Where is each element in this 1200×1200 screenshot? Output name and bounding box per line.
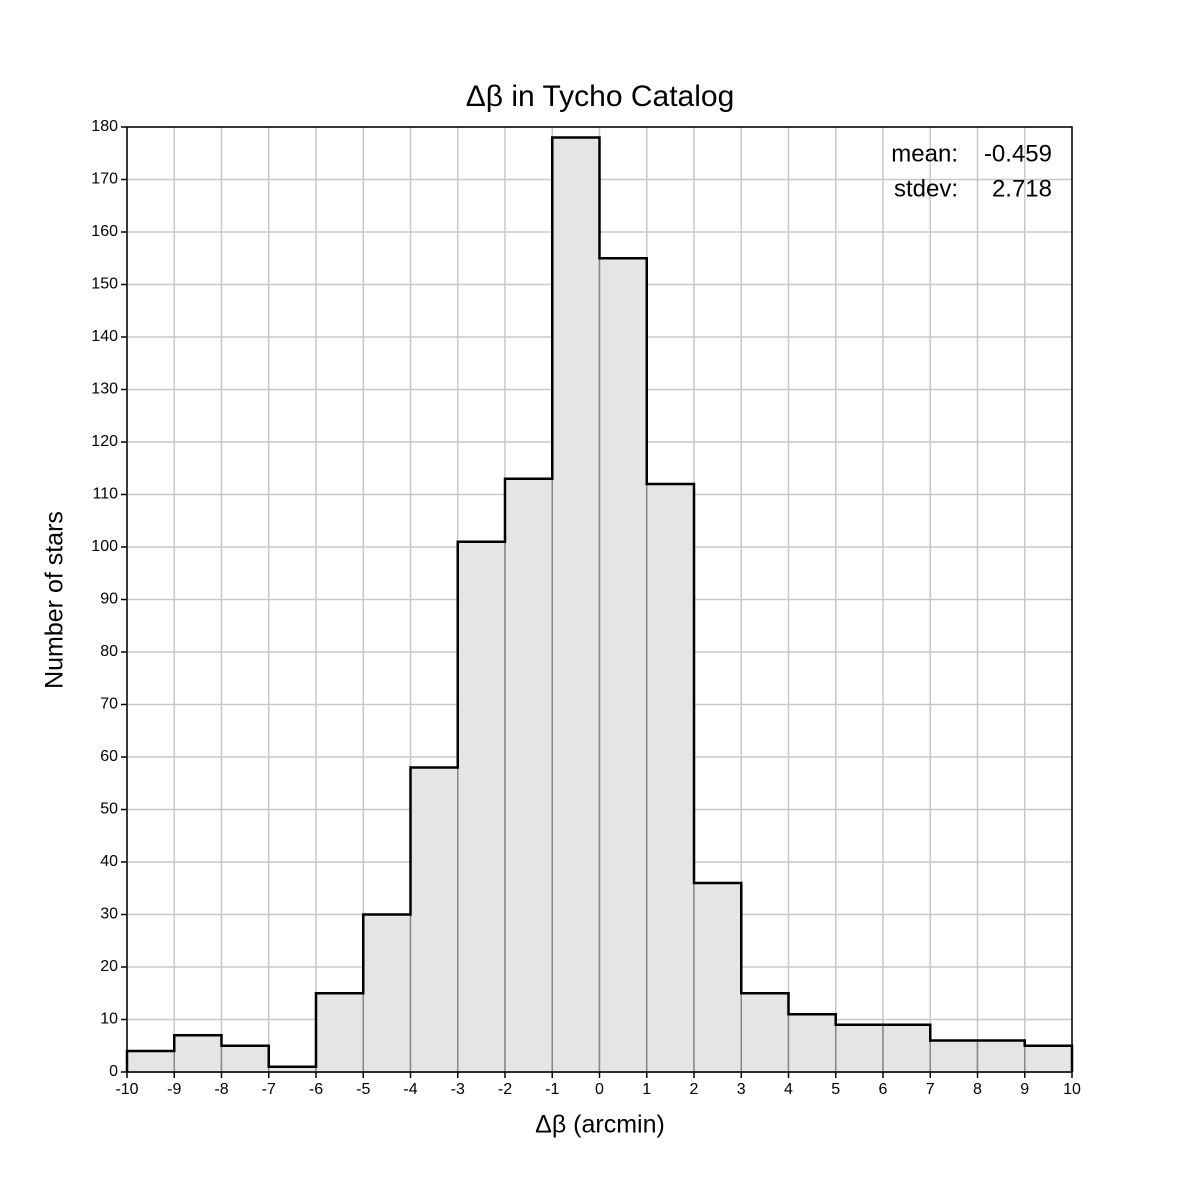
x-tick-label: -10 [115,1081,138,1098]
y-tick-label: 100 [91,538,118,555]
y-tick-label: 90 [100,591,118,608]
x-tick-label: 1 [642,1081,651,1098]
y-tick-label: 160 [91,223,118,240]
bar [598,257,648,1073]
y-tick-label: 80 [100,643,118,660]
bar [835,1024,884,1073]
bar [457,541,506,1073]
histogram-outline [125,136,1074,1072]
x-tick-label: 6 [879,1081,888,1098]
bar [882,1024,931,1073]
y-tick-label: 150 [91,276,118,293]
plot-frame [126,126,1073,1073]
y-tick-label: 20 [100,958,118,975]
y-tick-label: 110 [92,486,118,503]
y-tick-label: 40 [100,853,118,870]
y-tick-label: 120 [91,433,118,450]
x-tick-label: 0 [595,1081,604,1098]
bar [976,1039,1026,1073]
annotation-label: mean: [891,140,958,167]
bar [1024,1045,1073,1073]
y-tick-label: 140 [91,328,118,345]
bar [787,1013,837,1073]
bar [504,478,553,1073]
y-tick-label: 180 [91,118,118,135]
annotation-label: stdev: [894,175,958,202]
bar [409,766,459,1073]
chart-title: Δβ in Tycho Catalog [466,80,735,113]
x-tick-label: 5 [831,1081,840,1098]
x-tick-label: 7 [926,1081,935,1098]
y-tick-label: 0 [109,1063,118,1080]
annotation-value: -0.459 [984,140,1052,167]
x-tick-label: -9 [167,1081,181,1098]
x-tick-label: 3 [737,1081,746,1098]
x-tick-label: -1 [545,1081,559,1098]
x-tick-label: 10 [1063,1081,1081,1098]
y-tick-label: 60 [100,748,118,765]
x-tick-label: 2 [690,1081,699,1098]
x-tick-label: -7 [262,1081,276,1098]
bar [646,483,695,1073]
x-tick-label: -3 [451,1081,465,1098]
y-tick-label: 50 [100,801,118,818]
bar [173,1034,223,1073]
x-tick-label: -6 [309,1081,323,1098]
bar [220,1045,270,1073]
annotation-value: 2.718 [992,175,1052,202]
bar [929,1039,979,1073]
bar [693,882,742,1073]
bar [740,992,790,1073]
y-tick-label: 30 [100,906,118,923]
x-tick-label: 9 [1020,1081,1029,1098]
bar [315,992,364,1073]
bar [126,1050,175,1073]
bar [362,913,412,1073]
y-tick-label: 170 [91,171,118,188]
x-tick-label: -4 [403,1081,417,1098]
y-tick-label: 130 [91,381,118,398]
x-tick-label: -2 [498,1081,512,1098]
x-tick-label: -8 [214,1081,228,1098]
x-tick-label: 4 [784,1081,793,1098]
x-axis-label: Δβ (arcmin) [535,1111,665,1139]
bar [551,136,601,1073]
y-tick-label: 10 [100,1011,118,1028]
x-tick-label: -5 [356,1081,370,1098]
y-tick-label: 70 [100,696,118,713]
y-axis-label: Number of stars [41,511,69,689]
x-tick-label: 8 [973,1081,982,1098]
